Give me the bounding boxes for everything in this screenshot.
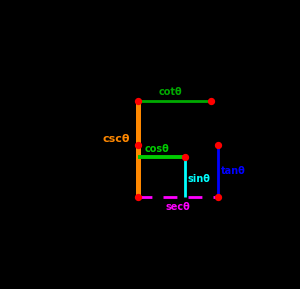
Text: secθ: secθ	[166, 202, 190, 212]
Text: cscθ: cscθ	[103, 134, 130, 144]
Point	[182, 155, 187, 160]
Point	[135, 143, 140, 147]
Point	[216, 194, 220, 199]
Text: tanθ: tanθ	[221, 166, 246, 176]
Text: cotθ: cotθ	[159, 87, 182, 97]
Point	[208, 99, 213, 103]
Text: cosθ: cosθ	[144, 144, 169, 154]
Point	[216, 143, 220, 147]
Point	[135, 194, 140, 199]
Point	[135, 99, 140, 103]
Text: sinθ: sinθ	[188, 174, 211, 184]
